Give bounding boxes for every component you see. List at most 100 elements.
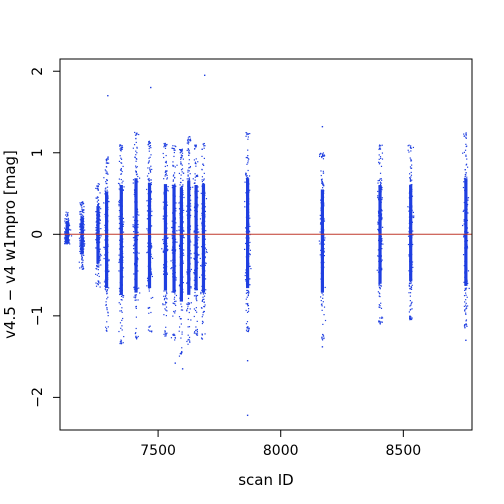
data-point [188, 275, 190, 277]
data-point [163, 146, 165, 148]
data-point [379, 279, 381, 282]
data-point [249, 231, 251, 233]
data-point [99, 212, 101, 214]
data-point [134, 237, 136, 239]
data-point [83, 245, 85, 247]
data-point [322, 152, 325, 154]
outlier-point [321, 125, 324, 128]
data-point [379, 263, 381, 266]
data-point [380, 266, 382, 268]
data-point [467, 270, 470, 272]
data-point [187, 137, 189, 139]
data-point [320, 202, 322, 204]
data-point [320, 207, 322, 209]
data-point [121, 207, 123, 209]
data-point [64, 242, 66, 244]
data-point [188, 272, 191, 274]
data-point [106, 238, 108, 240]
data-point [248, 253, 250, 255]
data-point [105, 202, 107, 204]
data-point [249, 132, 251, 135]
data-point [82, 215, 85, 217]
data-point [198, 236, 200, 239]
data-point [378, 306, 380, 308]
data-point [188, 178, 190, 180]
data-point [407, 145, 409, 147]
data-point [411, 308, 413, 310]
data-point [195, 165, 197, 167]
data-point [187, 287, 189, 289]
data-point [171, 235, 173, 237]
data-point [181, 185, 183, 188]
data-point [193, 269, 196, 272]
data-point [320, 179, 323, 181]
data-point [413, 215, 415, 217]
data-point [246, 243, 249, 245]
data-point [248, 215, 250, 217]
data-point [136, 202, 138, 204]
data-point [121, 236, 123, 239]
data-point [136, 209, 138, 211]
data-point [408, 196, 411, 199]
data-point [202, 184, 204, 187]
data-point [151, 246, 153, 248]
data-point [105, 162, 107, 164]
data-point [188, 248, 190, 250]
data-point [190, 253, 192, 255]
data-point [186, 340, 188, 343]
data-point [245, 216, 248, 218]
data-point [247, 249, 249, 251]
data-point [172, 235, 174, 237]
data-point [97, 232, 99, 234]
data-point [81, 210, 83, 213]
data-point [181, 171, 183, 173]
data-point [378, 148, 380, 151]
data-point [64, 231, 66, 233]
data-point [466, 219, 468, 221]
data-point [120, 339, 122, 341]
data-point [195, 203, 198, 205]
data-point [379, 243, 381, 245]
data-point [381, 248, 383, 250]
data-point [97, 258, 99, 260]
data-point [135, 306, 137, 308]
data-point [203, 247, 206, 249]
scan-column-7655 [192, 144, 201, 336]
data-point [105, 199, 107, 201]
data-point [136, 338, 138, 340]
data-point [249, 225, 251, 228]
data-point [377, 215, 380, 217]
data-point [96, 236, 98, 239]
data-point [321, 219, 323, 221]
data-point [135, 211, 137, 213]
data-point [380, 255, 382, 257]
data-point [66, 215, 68, 217]
data-point [195, 271, 197, 273]
data-point [410, 223, 413, 225]
data-point [172, 236, 174, 239]
data-point [248, 183, 250, 185]
data-point [119, 243, 121, 245]
data-point [181, 273, 183, 275]
data-point [105, 182, 107, 185]
data-point [64, 222, 66, 224]
data-point [172, 179, 175, 181]
data-point [104, 248, 106, 250]
data-point [164, 211, 167, 213]
data-point [381, 237, 383, 240]
data-point [83, 239, 85, 241]
data-point [165, 272, 167, 275]
data-point [66, 232, 69, 234]
data-point [467, 197, 470, 199]
data-point [463, 325, 466, 327]
data-point [201, 322, 204, 325]
data-point [133, 273, 135, 275]
data-point [82, 225, 84, 227]
data-point [188, 177, 191, 179]
data-point [79, 243, 81, 245]
data-point [410, 145, 412, 147]
data-point [119, 189, 121, 191]
data-point [97, 269, 99, 271]
data-point [245, 227, 247, 229]
data-point [98, 237, 100, 240]
